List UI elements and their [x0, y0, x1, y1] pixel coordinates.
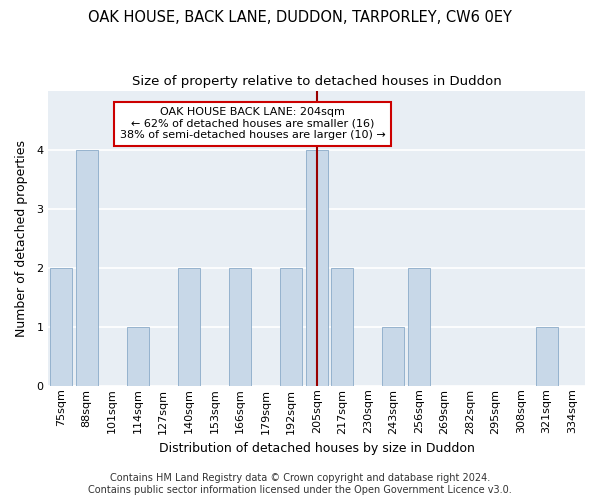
Bar [382, 326, 404, 386]
Bar [50, 268, 72, 386]
Text: OAK HOUSE, BACK LANE, DUDDON, TARPORLEY, CW6 0EY: OAK HOUSE, BACK LANE, DUDDON, TARPORLEY,… [88, 10, 512, 25]
Bar [280, 268, 302, 386]
Bar [331, 268, 353, 386]
Bar [229, 268, 251, 386]
Bar [178, 268, 200, 386]
Text: OAK HOUSE BACK LANE: 204sqm
← 62% of detached houses are smaller (16)
38% of sem: OAK HOUSE BACK LANE: 204sqm ← 62% of det… [120, 107, 386, 140]
Title: Size of property relative to detached houses in Duddon: Size of property relative to detached ho… [132, 75, 502, 88]
Bar [306, 150, 328, 386]
Text: Contains HM Land Registry data © Crown copyright and database right 2024.
Contai: Contains HM Land Registry data © Crown c… [88, 474, 512, 495]
Bar [536, 326, 557, 386]
Y-axis label: Number of detached properties: Number of detached properties [15, 140, 28, 336]
Bar [127, 326, 149, 386]
X-axis label: Distribution of detached houses by size in Duddon: Distribution of detached houses by size … [159, 442, 475, 455]
Bar [408, 268, 430, 386]
Bar [76, 150, 98, 386]
